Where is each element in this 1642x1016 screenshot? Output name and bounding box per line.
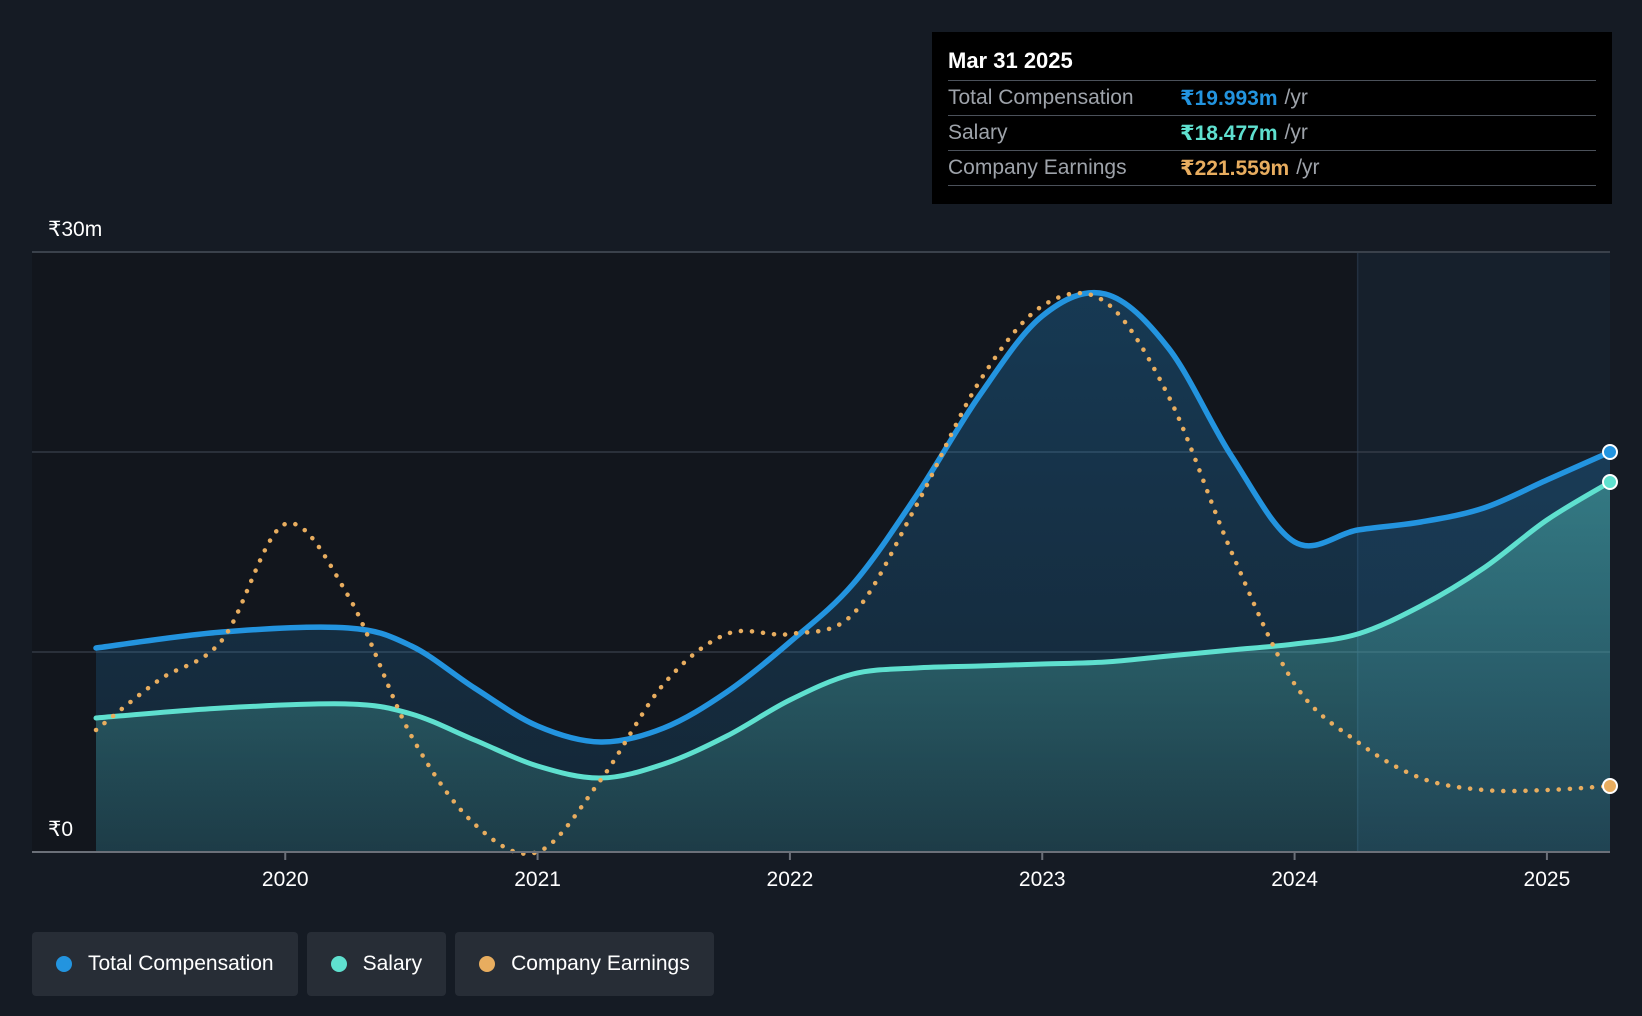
- tooltip-label: Total Compensation: [948, 86, 1134, 109]
- y-tick-label-top: ₹30m: [48, 218, 102, 241]
- tooltip-unit: /yr: [1296, 156, 1320, 179]
- company-earnings-end-point: [1602, 778, 1618, 794]
- x-tick-label: 2025: [1524, 868, 1571, 891]
- x-tick-label: 2021: [514, 868, 561, 891]
- tooltip-value: ₹18.477m: [1180, 121, 1278, 145]
- legend-dot-icon: [56, 956, 72, 972]
- y-tick-label-bottom: ₹0: [48, 818, 73, 841]
- tooltip-row-total-compensation: Total Compensation ₹19.993m /yr: [948, 80, 1596, 115]
- tooltip: Mar 31 2025 Total Compensation ₹19.993m …: [932, 32, 1612, 204]
- legend: Total Compensation Salary Company Earnin…: [32, 932, 714, 996]
- tooltip-value: ₹19.993m: [1180, 86, 1278, 110]
- tooltip-row-company-earnings: Company Earnings ₹221.559m /yr: [948, 150, 1596, 186]
- total-compensation-end-point: [1602, 444, 1618, 460]
- tooltip-label: Company Earnings: [948, 156, 1127, 179]
- company-earnings-line: [93, 290, 1613, 856]
- x-tick-label: 2023: [1019, 868, 1066, 891]
- tooltip-unit: /yr: [1284, 86, 1308, 109]
- tooltip-label: Salary: [948, 121, 1008, 144]
- x-tick-label: 2024: [1271, 868, 1318, 891]
- tooltip-date: Mar 31 2025: [948, 48, 1073, 73]
- legend-label: Total Compensation: [88, 952, 274, 975]
- salary-area: [96, 482, 1610, 852]
- total-compensation-line: [93, 289, 1613, 745]
- legend-dot-icon: [479, 956, 496, 972]
- legend-item-salary[interactable]: Salary: [306, 932, 447, 996]
- x-tick-label: 2022: [767, 868, 814, 891]
- x-tick-label: 2020: [262, 868, 309, 891]
- legend-item-total-compensation[interactable]: Total Compensation: [32, 932, 298, 996]
- tooltip-value: ₹221.559m: [1180, 156, 1290, 180]
- tooltip-unit: /yr: [1284, 121, 1308, 144]
- legend-label: Company Earnings: [511, 952, 690, 975]
- legend-item-company-earnings[interactable]: Company Earnings: [455, 932, 714, 996]
- tooltip-row-salary: Salary ₹18.477m /yr: [948, 115, 1596, 150]
- legend-label: Salary: [362, 952, 423, 975]
- salary-end-point: [1602, 474, 1618, 490]
- salary-line: [93, 479, 1613, 781]
- legend-dot-icon: [330, 956, 347, 972]
